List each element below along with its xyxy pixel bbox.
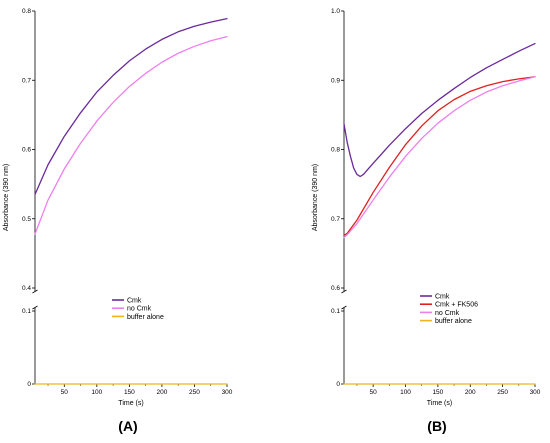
panel-a-x-tick-label: 300 [222,389,233,396]
panel-a-y-tick-label: 0.6 [22,147,31,154]
panel-a-legend-label-cmk: Cmk [127,297,142,304]
panel-a-axis-break-mark-top [32,289,38,294]
panel-b-chart: 0.6 0.7 0.8 0.9 1.0 0 0.1 50 100 150 200 250 300 Time… [312,8,541,407]
panel-a-y-axis-title: Absorbance (390 nm) [3,164,10,231]
panel-b-x-tick-label: 250 [497,389,508,396]
panel-a-series-line-cmk [34,17,228,196]
panel-a-y-tick-label: 0.8 [22,8,31,15]
panel-b-axis-break-mark-bottom [341,305,347,310]
panel-b-series-line-cmk [343,42,536,178]
panel-b-series-line-cmk-fk506 [343,76,536,237]
panel-a-x-tick-label: 100 [91,389,102,396]
panel-b-y-tick-label: 0.1 [331,308,340,315]
panel-b-x-tick-label: 50 [370,389,378,396]
panel-a-axis-break-mark-bottom [32,305,38,310]
panel-b-legend-label-no-cmk: no Cmk [435,310,460,317]
panel-a-legend-label-no-cmk: no Cmk [127,306,152,313]
panel-a-x-axis-title: Time (s) [118,400,143,407]
panel-label-b: (B) [427,418,446,434]
panel-a-x-tick-label: 250 [189,389,200,396]
panel-a-x-tick-label: 50 [61,389,69,396]
panel-a-legend-label-buffer-alone: buffer alone [127,314,164,321]
panel-a-y-tick-label: 0.4 [22,285,31,292]
panel-label-a: (A) [118,418,137,434]
panel-a-x-tick-label: 200 [156,389,167,396]
panel-b-y-tick-label: 0 [336,381,340,388]
panel-b-legend-label-cmk-fk506: Cmk + FK506 [435,302,478,309]
panel-a-y-tick-label: 0.1 [22,308,31,315]
panel-b-x-axis-title: Time (s) [427,400,452,407]
panel-b-legend-label-buffer-alone: buffer alone [435,318,472,325]
panel-b-y-tick-label: 0.6 [331,285,340,292]
panel-a-y-tick-label: 0.5 [22,216,31,223]
panel-b-x-tick-label: 100 [400,389,411,396]
panel-b-y-tick-label: 0.9 [331,77,340,84]
panel-a-chart: 0.4 0.5 0.6 0.7 0.8 0 0.1 50 100 150 200 250 300 Time… [3,8,233,407]
panel-b-y-tick-label: 1.0 [331,8,340,15]
panel-a-x-tick-label: 150 [124,389,135,396]
panel-b-y-tick-label: 0.8 [331,147,340,154]
panel-b-x-tick-label: 150 [432,389,443,396]
panel-b-x-tick-label: 300 [530,389,541,396]
panel-b-y-tick-label: 0.7 [331,216,340,223]
panel-b-x-tick-label: 200 [465,389,476,396]
panel-b-axis-break-mark-top [341,289,347,294]
panel-a-series-line-no-cmk [34,35,228,235]
panel-a-y-tick-label: 0.7 [22,77,31,84]
panel-b-legend-label-cmk: Cmk [435,293,450,300]
panel-b-series-line-no-cmk [343,76,536,239]
panel-b-y-axis-title: Absorbance (390 nm) [312,164,319,231]
panel-a-y-tick-label: 0 [27,381,31,388]
